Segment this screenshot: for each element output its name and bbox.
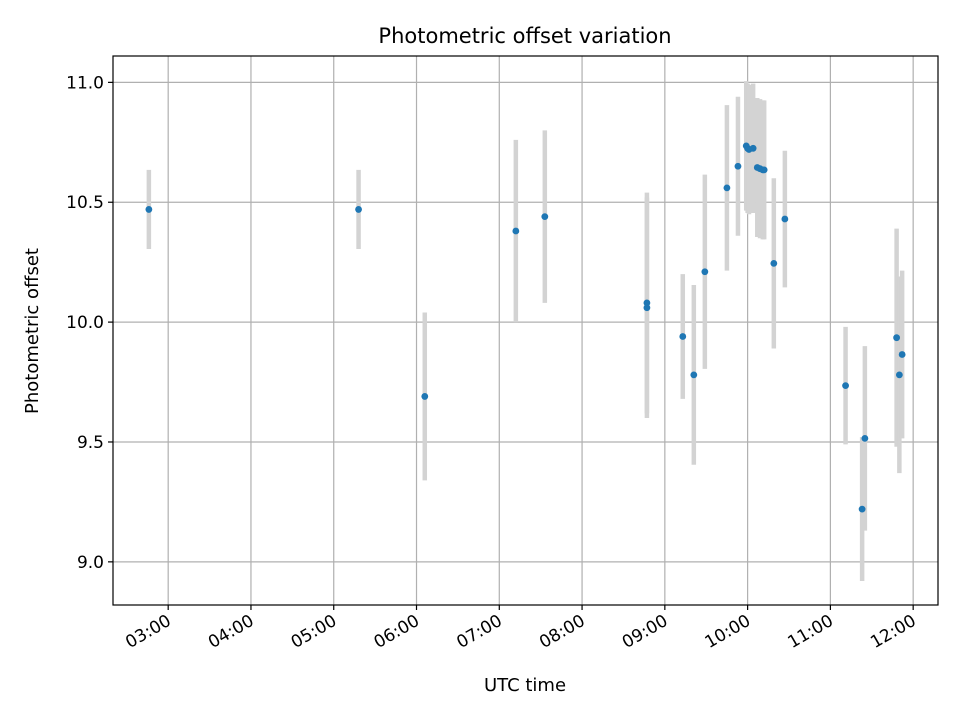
plot-frame: [112, 55, 939, 606]
data-point: [893, 334, 901, 342]
data-point: [861, 434, 869, 442]
chart-title: Photometric offset variation: [378, 24, 671, 48]
data-point: [541, 213, 549, 221]
data-point: [781, 215, 789, 223]
y-tick-label: 9.5: [77, 433, 104, 453]
x-axis-label: UTC time: [484, 675, 566, 696]
y-tick-label: 11.0: [66, 73, 104, 93]
data-point: [701, 268, 709, 276]
data-point: [421, 393, 429, 400]
data-point: [734, 162, 742, 170]
y-tick-label: 9.0: [77, 553, 104, 573]
data-point: [760, 166, 768, 174]
data-point: [512, 227, 520, 235]
data-point: [643, 299, 651, 307]
data-point: [723, 184, 731, 192]
data-points: [145, 142, 906, 513]
data-point: [355, 206, 362, 213]
data-point: [643, 304, 651, 312]
y-tick-label: 10.0: [66, 313, 104, 333]
grid: [113, 56, 938, 605]
y-axis-ticks: 9.0 9.5 10.0 10.5 11.0: [66, 73, 113, 573]
data-point: [895, 371, 903, 379]
data-point: [145, 206, 153, 213]
data-point: [690, 371, 698, 379]
y-tick-label: 10.5: [66, 193, 104, 213]
y-axis-label: Photometric offset: [22, 248, 43, 414]
data-point: [749, 144, 757, 152]
data-point: [770, 259, 778, 267]
data-point: [842, 382, 849, 390]
data-point: [898, 351, 906, 358]
data-point: [679, 333, 687, 340]
data-point: [858, 505, 866, 513]
